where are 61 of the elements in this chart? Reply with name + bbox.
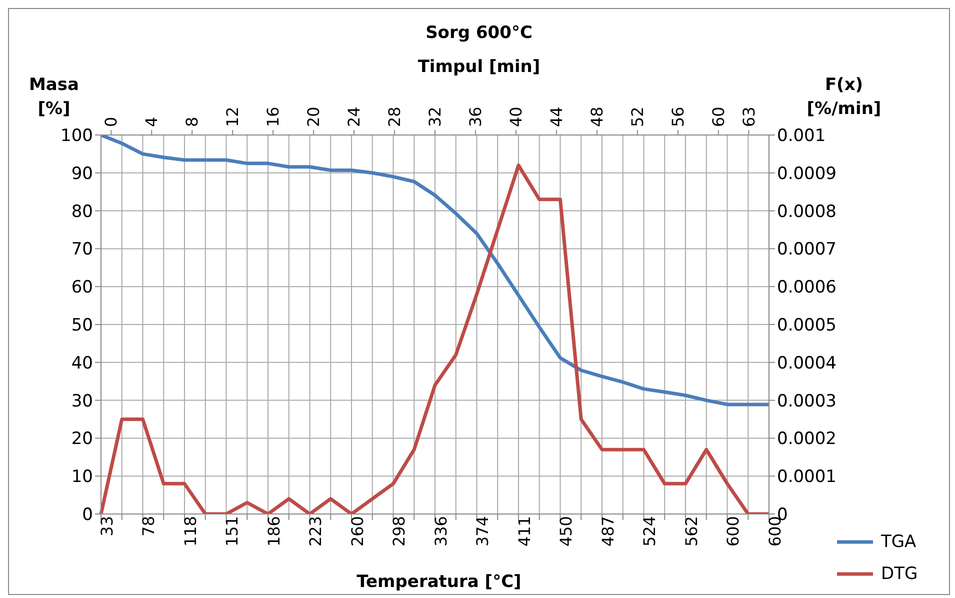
x2-tick-label: 56 — [668, 106, 688, 127]
x2-tick-label: 0 — [102, 116, 121, 127]
x-tick-label: 562 — [682, 516, 701, 547]
chart-title: Sorg 600°C — [424, 23, 534, 43]
y-tick-label: 0 — [82, 505, 93, 526]
x-tick-label: 336 — [431, 516, 450, 547]
x2-tick-label: 16 — [264, 106, 283, 127]
x-tick-label: 33 — [97, 516, 116, 536]
x2-tick-label: 52 — [628, 106, 647, 127]
y2-tick-label: 0.0005 — [777, 316, 836, 336]
x2-tick-label: 44 — [546, 106, 566, 127]
x2-tick-label: 63 — [739, 106, 758, 127]
legend-label: DTG — [881, 564, 918, 584]
y-tick-label: 30 — [71, 391, 93, 412]
x2-tick-label: 36 — [466, 106, 485, 127]
y2-axis-title: F(x) [%/min] — [806, 74, 882, 121]
x2-tick-label: 32 — [426, 106, 444, 127]
x-tick-label: 78 — [139, 516, 158, 536]
x2-tick-label: 24 — [344, 106, 364, 127]
x2-axis-title: Timpul [min] — [418, 57, 540, 77]
y-tick-label: 100 — [60, 126, 93, 146]
y-tick-label: 70 — [71, 240, 93, 260]
x-tick-label: 118 — [180, 516, 200, 547]
y2-tick-label: 0.0004 — [777, 353, 836, 374]
x2-tick-label: 4 — [142, 116, 162, 127]
x-tick-label: 186 — [264, 516, 284, 547]
y2-tick-label: 0.001 — [777, 126, 826, 146]
x-axis-title: Temperatura [°C] — [356, 572, 522, 592]
x-tick-label: 411 — [514, 516, 534, 547]
y-tick-label: 40 — [71, 353, 93, 374]
x-tick-label: 600 — [724, 516, 743, 547]
x-tick-label: 450 — [556, 516, 576, 547]
y2-tick-label: 0.0007 — [777, 240, 836, 260]
x-tick-label: 374 — [473, 516, 492, 547]
x2-tick-label: 48 — [587, 106, 606, 127]
x2-tick-label: 8 — [182, 116, 202, 127]
y-tick-label: 60 — [71, 278, 93, 298]
x-tick-label: 223 — [306, 516, 326, 547]
y-axis-title: Masa [%] — [28, 74, 80, 121]
y-tick-label: 80 — [71, 202, 93, 222]
y2-tick-label: 0.0009 — [777, 164, 836, 184]
y-tick-label: 90 — [71, 164, 93, 184]
x2-tick-label: 60 — [708, 106, 728, 127]
x2-tick-label: 20 — [304, 106, 324, 127]
legend-label: TGA — [881, 532, 916, 552]
x-tick-label: 298 — [390, 516, 409, 547]
x-tick-label: 151 — [222, 516, 242, 547]
y-tick-label: 50 — [71, 316, 93, 336]
y2-tick-label: 0.0006 — [777, 278, 836, 298]
y2-tick-label: 0.0002 — [777, 429, 836, 450]
x-tick-label: 260 — [348, 516, 367, 547]
x2-tick-label: 12 — [223, 106, 242, 127]
y2-tick-label: 0.0003 — [777, 391, 836, 412]
y2-tick-label: 0.0008 — [777, 202, 836, 222]
x-tick-label: 524 — [640, 516, 660, 547]
y-tick-label: 10 — [71, 467, 93, 488]
x-tick-label: 487 — [598, 516, 618, 547]
y2-tick-label: 0.0001 — [777, 467, 836, 488]
x2-tick-label: 28 — [385, 106, 404, 127]
y-tick-label: 20 — [71, 429, 93, 450]
x2-tick-label: 40 — [506, 106, 526, 127]
